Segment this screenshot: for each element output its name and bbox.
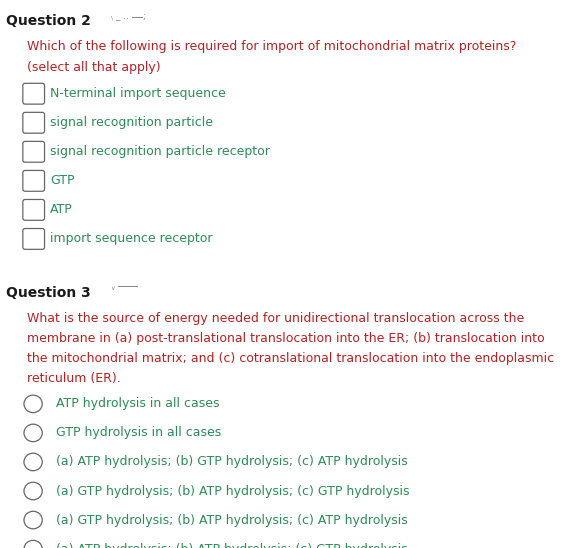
Text: N-terminal import sequence: N-terminal import sequence bbox=[50, 87, 226, 100]
Text: (a) GTP hydrolysis; (b) ATP hydrolysis; (c) ATP hydrolysis: (a) GTP hydrolysis; (b) ATP hydrolysis; … bbox=[56, 513, 408, 527]
Text: Which of the following is required for import of mitochondrial matrix proteins?: Which of the following is required for i… bbox=[27, 40, 517, 53]
FancyBboxPatch shape bbox=[23, 112, 45, 133]
Text: ATP hydrolysis in all cases: ATP hydrolysis in all cases bbox=[56, 397, 219, 410]
Text: Question 3: Question 3 bbox=[6, 286, 90, 300]
FancyBboxPatch shape bbox=[23, 170, 45, 191]
Circle shape bbox=[24, 453, 42, 471]
FancyBboxPatch shape bbox=[23, 229, 45, 249]
Text: (select all that apply): (select all that apply) bbox=[27, 61, 161, 74]
Text: signal recognition particle: signal recognition particle bbox=[50, 116, 213, 129]
Text: the mitochondrial matrix; and (c) cotranslational translocation into the endopla: the mitochondrial matrix; and (c) cotran… bbox=[27, 352, 554, 365]
Text: $_{\vee}$ $\overline{\quad\quad}$: $_{\vee}$ $\overline{\quad\quad}$ bbox=[110, 284, 137, 293]
Circle shape bbox=[24, 511, 42, 529]
Text: What is the source of energy needed for unidirectional translocation across the: What is the source of energy needed for … bbox=[27, 312, 525, 326]
Circle shape bbox=[24, 540, 42, 548]
Circle shape bbox=[24, 424, 42, 442]
Circle shape bbox=[24, 395, 42, 413]
Text: (a) ATP hydrolysis; (b) ATP hydrolysis; (c) GTP hydrolysis: (a) ATP hydrolysis; (b) ATP hydrolysis; … bbox=[56, 543, 408, 548]
Text: (a) ATP hydrolysis; (b) GTP hydrolysis; (c) ATP hydrolysis: (a) ATP hydrolysis; (b) GTP hydrolysis; … bbox=[56, 455, 408, 469]
FancyBboxPatch shape bbox=[23, 83, 45, 104]
Text: Question 2: Question 2 bbox=[6, 14, 91, 28]
Text: ATP: ATP bbox=[50, 203, 73, 216]
Text: signal recognition particle receptor: signal recognition particle receptor bbox=[50, 145, 270, 158]
Text: reticulum (ER).: reticulum (ER). bbox=[27, 372, 121, 385]
Circle shape bbox=[24, 482, 42, 500]
Text: (a) GTP hydrolysis; (b) ATP hydrolysis; (c) GTP hydrolysis: (a) GTP hydrolysis; (b) ATP hydrolysis; … bbox=[56, 484, 409, 498]
FancyBboxPatch shape bbox=[23, 199, 45, 220]
Text: GTP: GTP bbox=[50, 174, 75, 187]
Text: $_{\backslash}$ _ .. $\overline{\quad}$ ;: $_{\backslash}$ _ .. $\overline{\quad}$ … bbox=[110, 12, 146, 23]
Text: import sequence receptor: import sequence receptor bbox=[50, 232, 213, 246]
FancyBboxPatch shape bbox=[23, 141, 45, 162]
Text: membrane in (a) post-translational translocation into the ER; (b) translocation : membrane in (a) post-translational trans… bbox=[27, 332, 545, 345]
Text: GTP hydrolysis in all cases: GTP hydrolysis in all cases bbox=[56, 426, 221, 439]
